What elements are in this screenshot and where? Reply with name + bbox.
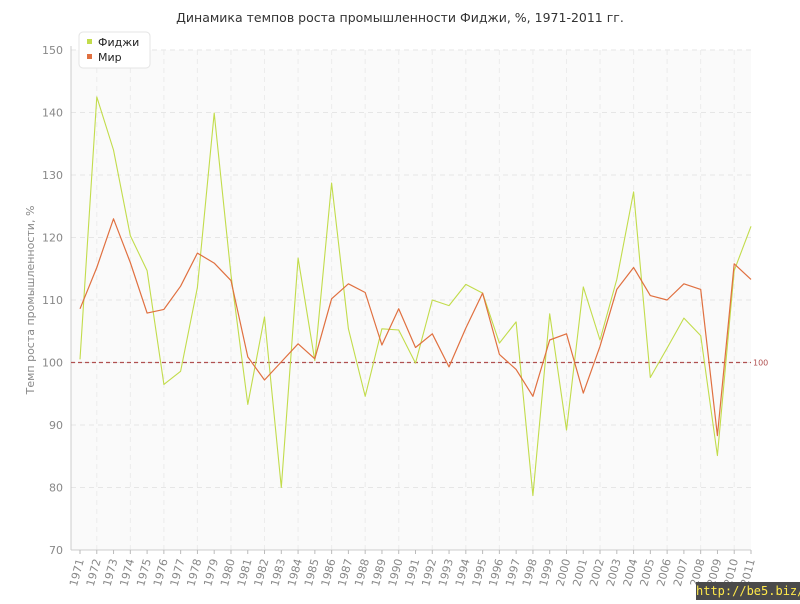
legend-label-world: Мир (98, 51, 122, 64)
y-tick-label: 80 (49, 482, 63, 495)
y-tick-label: 120 (42, 232, 63, 245)
legend: Фиджи Мир (78, 31, 151, 69)
legend-label-fiji: Фиджи (98, 36, 139, 49)
legend-swatch-world (87, 54, 92, 59)
watermark: http://be5.biz/ (696, 582, 800, 600)
y-tick-label: 130 (42, 169, 63, 182)
y-tick-label: 90 (49, 419, 63, 432)
chart-title: Динамика темпов роста промышленности Фид… (176, 10, 624, 25)
y-axis-label: Темп роста промышленности, % (24, 206, 37, 396)
y-tick-label: 100 (42, 357, 63, 370)
series-line-world (79, 218, 752, 437)
plot-area (71, 50, 751, 550)
series-lines (79, 96, 752, 497)
y-tick-label: 70 (49, 544, 63, 557)
y-axis: 70 80 90 100 110 120 130 140 150 (42, 44, 72, 557)
series-line-fiji (79, 96, 752, 497)
legend-swatch-fiji (87, 39, 92, 44)
grid (71, 49, 751, 550)
y-tick-label: 150 (42, 44, 63, 57)
y-tick-label: 140 (42, 107, 63, 120)
y-tick-label: 110 (42, 294, 63, 307)
x-axis: 1971197219731974197519761977197819791980… (67, 549, 758, 588)
reference-line: 100 (71, 359, 768, 368)
reference-line-label: 100 (753, 359, 768, 368)
legend-box (78, 31, 151, 69)
